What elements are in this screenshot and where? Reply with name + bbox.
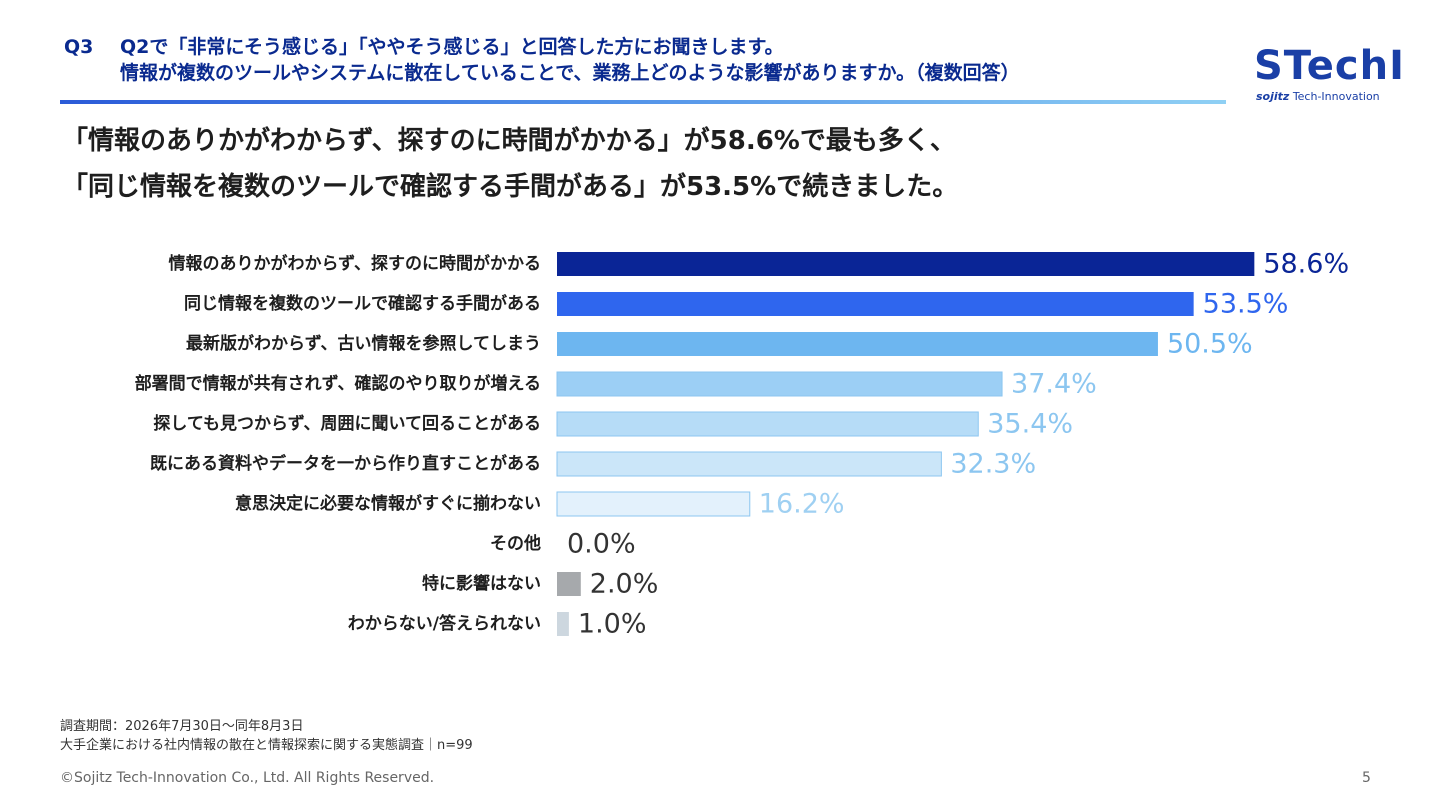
category-label: 部署間で情報が共有されず、確認のやり取りが増える bbox=[135, 373, 541, 394]
bar bbox=[557, 572, 581, 596]
category-label: 同じ情報を複数のツールで確認する手間がある bbox=[184, 293, 541, 314]
value-label: 32.3% bbox=[950, 449, 1036, 480]
category-label: 意思決定に必要な情報がすぐに揃わない bbox=[235, 493, 541, 514]
logo-tagline-brand: sojitz bbox=[1256, 90, 1290, 103]
category-label: 特に影響はない bbox=[422, 573, 541, 594]
logo-tagline-rest: Tech-Innovation bbox=[1292, 90, 1380, 103]
bar bbox=[557, 612, 569, 636]
value-label: 2.0% bbox=[590, 569, 659, 600]
bar bbox=[556, 371, 1003, 397]
value-label: 50.5% bbox=[1167, 329, 1253, 360]
value-label: 37.4% bbox=[1011, 369, 1097, 400]
headline: 「情報のありかがわからず、探すのに時間がかかる」が58.6%で最も多く、 「同じ… bbox=[62, 118, 958, 210]
value-label: 58.6% bbox=[1263, 249, 1349, 280]
page-number: 5 bbox=[1362, 770, 1371, 786]
bar bbox=[557, 292, 1194, 316]
headline-line2: 「同じ情報を複数のツールで確認する手間がある」が53.5%で続きました。 bbox=[62, 172, 959, 202]
bar bbox=[557, 332, 1158, 356]
bar bbox=[556, 451, 942, 477]
logo-tagline: sojitz Tech-Innovation bbox=[1256, 90, 1380, 103]
value-label: 1.0% bbox=[578, 609, 647, 640]
category-label: 既にある資料やデータを一から作り直すことがある bbox=[150, 453, 541, 474]
question-text-line2: 情報が複数のツールやシステムに散在していることで、業務上どのような影響があります… bbox=[120, 62, 1020, 84]
value-label: 35.4% bbox=[987, 409, 1073, 440]
company-logo: STechI sojitz Tech-Innovation bbox=[1252, 43, 1405, 104]
category-label: 探しても見つからず、周囲に聞いて回ることがある bbox=[153, 413, 541, 434]
header-divider bbox=[60, 100, 1226, 104]
value-label: 0.0% bbox=[567, 529, 636, 560]
category-label: 情報のありかがわからず、探すのに時間がかかる bbox=[169, 253, 541, 274]
category-label: その他 bbox=[490, 533, 541, 554]
value-label: 16.2% bbox=[759, 489, 845, 520]
question-number: Q3 bbox=[64, 36, 94, 58]
category-label: わからない/答えられない bbox=[348, 613, 541, 634]
logo-wordmark: STechI bbox=[1254, 43, 1405, 89]
bar bbox=[557, 252, 1255, 276]
category-label: 最新版がわからず、古い情報を参照してしまう bbox=[186, 333, 541, 354]
value-label: 53.5% bbox=[1203, 289, 1289, 320]
copyright: ©Sojitz Tech-Innovation Co., Ltd. All Ri… bbox=[60, 770, 435, 786]
question-text-line1: Q2で「非常にそう感じる」「ややそう感じる」と回答した方にお聞きします。 bbox=[120, 36, 784, 58]
survey-period: 調査期間：2026年7月30日～同年8月3日 bbox=[60, 719, 304, 734]
survey-name: 大手企業における社内情報の散在と情報探索に関する実態調査｜n=99 bbox=[60, 738, 473, 753]
bar bbox=[556, 491, 751, 517]
bar bbox=[556, 411, 979, 437]
headline-line1: 「情報のありかがわからず、探すのに時間がかかる」が58.6%で最も多く、 bbox=[62, 126, 956, 156]
